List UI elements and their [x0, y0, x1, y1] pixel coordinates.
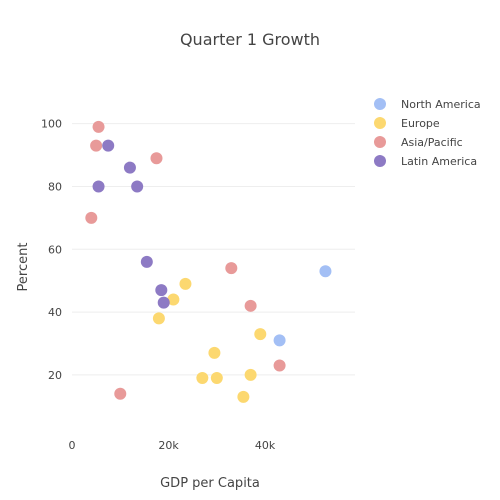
data-point — [196, 372, 209, 385]
data-point — [150, 152, 163, 165]
legend-label: Europe — [401, 117, 440, 130]
data-point — [92, 180, 105, 193]
data-point — [254, 328, 267, 341]
tick-layer: 20 40 60 80 100 0 20k 40k — [41, 118, 276, 452]
data-point — [237, 390, 250, 403]
data-point — [155, 284, 168, 297]
y-tick-label: 20 — [48, 369, 62, 382]
data-point — [167, 293, 180, 306]
data-point — [319, 265, 332, 278]
y-tick-label: 40 — [48, 306, 62, 319]
legend-marker — [374, 136, 386, 148]
data-point — [90, 139, 103, 152]
legend-label: Latin America — [401, 155, 477, 168]
data-point — [85, 211, 98, 224]
data-point — [102, 139, 115, 152]
legend-label: Asia/Pacific — [401, 136, 463, 149]
data-point — [225, 262, 238, 275]
data-point — [273, 359, 286, 372]
legend-marker — [374, 98, 386, 110]
x-tick-label: 20k — [158, 439, 179, 452]
y-tick-label: 80 — [48, 180, 62, 193]
data-point — [140, 255, 153, 268]
x-tick-label: 0 — [69, 439, 76, 452]
data-point — [131, 180, 144, 193]
legend-marker — [374, 155, 386, 167]
grid-layer — [72, 123, 355, 376]
data-point — [152, 312, 165, 325]
data-point — [210, 372, 223, 385]
y-tick-label: 100 — [41, 118, 62, 131]
y-axis-title: Percent — [16, 243, 31, 292]
legend: North America Europe Asia/Pacific Latin Ame… — [374, 98, 481, 168]
y-tick-label: 60 — [48, 243, 62, 256]
data-point — [123, 161, 136, 174]
x-axis-title: GDP per Capita — [160, 476, 260, 491]
data-point — [208, 346, 221, 359]
data-point — [244, 299, 257, 312]
data-point — [157, 296, 170, 309]
chart-title: Quarter 1 Growth — [180, 30, 320, 49]
x-tick-label: 40k — [255, 439, 276, 452]
data-point — [244, 368, 257, 381]
data-point — [179, 277, 192, 290]
legend-marker — [374, 117, 386, 129]
data-point — [273, 334, 286, 347]
data-point — [114, 387, 127, 400]
point-layer — [85, 120, 332, 403]
data-point — [92, 120, 105, 133]
legend-label: North America — [401, 98, 481, 111]
